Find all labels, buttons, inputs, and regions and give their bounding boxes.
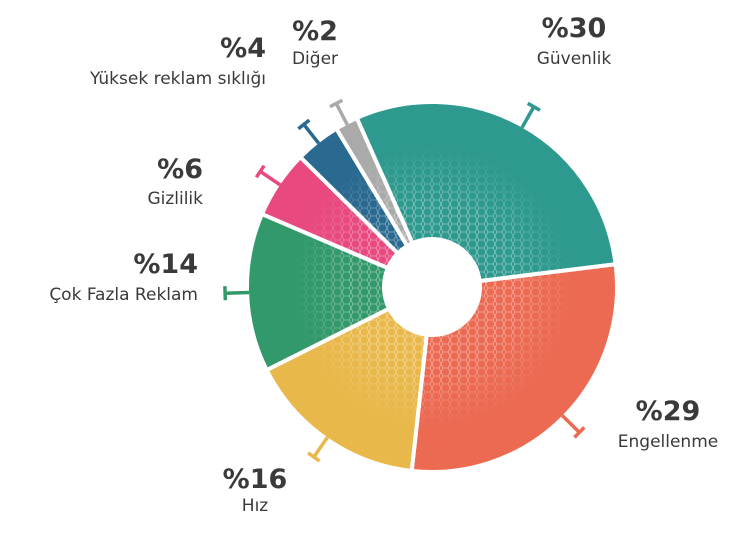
value-label: %29 bbox=[636, 396, 701, 427]
leader-line bbox=[561, 414, 581, 434]
leader-cap bbox=[254, 164, 266, 179]
donut-hole bbox=[384, 239, 480, 335]
value-label: %6 bbox=[157, 154, 203, 185]
category-label: Engellenme bbox=[618, 432, 718, 452]
category-label: Çok Fazla Reklam bbox=[49, 285, 198, 305]
leader-cap bbox=[329, 98, 344, 109]
category-label: Gizlilik bbox=[147, 189, 203, 209]
leader-line bbox=[334, 102, 349, 126]
leader-line bbox=[259, 170, 282, 187]
value-label: %14 bbox=[133, 249, 198, 280]
value-label: %2 bbox=[292, 16, 338, 47]
leader-line bbox=[520, 105, 536, 129]
category-label: Diğer bbox=[292, 49, 338, 69]
leader-line bbox=[225, 290, 250, 295]
category-label: Güvenlik bbox=[537, 49, 612, 69]
value-label: %4 bbox=[220, 33, 266, 64]
leader-cap bbox=[307, 451, 321, 463]
category-label: Yüksek reklam sıklığı bbox=[89, 69, 266, 89]
leader-cap bbox=[573, 426, 586, 439]
leader-cap bbox=[297, 118, 311, 131]
leader-line bbox=[302, 123, 321, 145]
value-label: %16 bbox=[223, 464, 288, 495]
leader-line bbox=[312, 436, 329, 458]
category-label: Hız bbox=[242, 496, 269, 516]
leader-cap bbox=[526, 101, 541, 112]
value-label: %30 bbox=[542, 13, 607, 44]
